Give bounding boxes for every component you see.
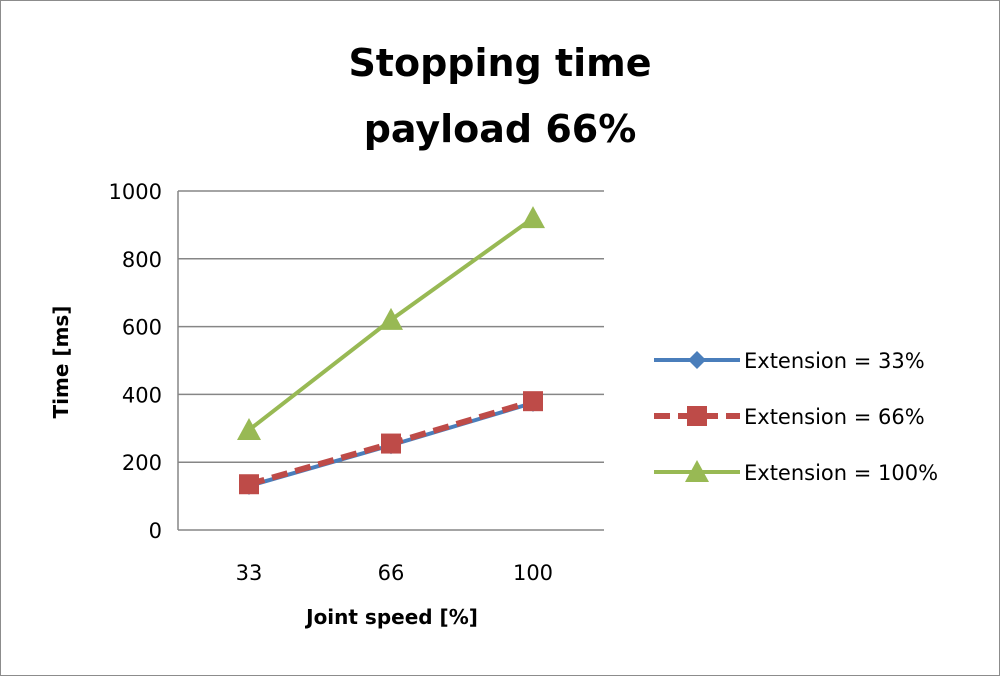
x-tick-label: 33 bbox=[236, 561, 263, 585]
data-point-2 bbox=[239, 474, 259, 495]
legend-marker-1 bbox=[688, 351, 706, 369]
y-tick-label: 800 bbox=[122, 248, 162, 272]
data-point-3 bbox=[379, 307, 403, 330]
legend-label: Extension = 100% bbox=[744, 461, 938, 485]
y-tick-label: 0 bbox=[149, 519, 162, 543]
chart-title: Stopping time bbox=[348, 41, 651, 85]
legend-label: Extension = 33% bbox=[744, 349, 925, 373]
legend-marker-3 bbox=[685, 460, 709, 482]
legend-label: Extension = 66% bbox=[744, 405, 925, 429]
y-tick-label: 400 bbox=[122, 383, 162, 407]
y-tick-label: 200 bbox=[122, 451, 162, 475]
y-axis-label: Time [ms] bbox=[49, 306, 73, 419]
data-point-2 bbox=[523, 391, 543, 412]
y-tick-label: 1000 bbox=[109, 180, 162, 204]
data-point-3 bbox=[521, 206, 545, 229]
y-tick-label: 600 bbox=[122, 316, 162, 340]
x-tick-label: 66 bbox=[378, 561, 405, 585]
data-point-3 bbox=[237, 417, 261, 440]
chart-subtitle: payload 66% bbox=[364, 107, 637, 151]
x-axis-label: Joint speed [%] bbox=[304, 605, 478, 629]
legend-marker-2 bbox=[687, 406, 707, 426]
data-point-2 bbox=[381, 433, 401, 454]
x-tick-label: 100 bbox=[513, 561, 553, 585]
